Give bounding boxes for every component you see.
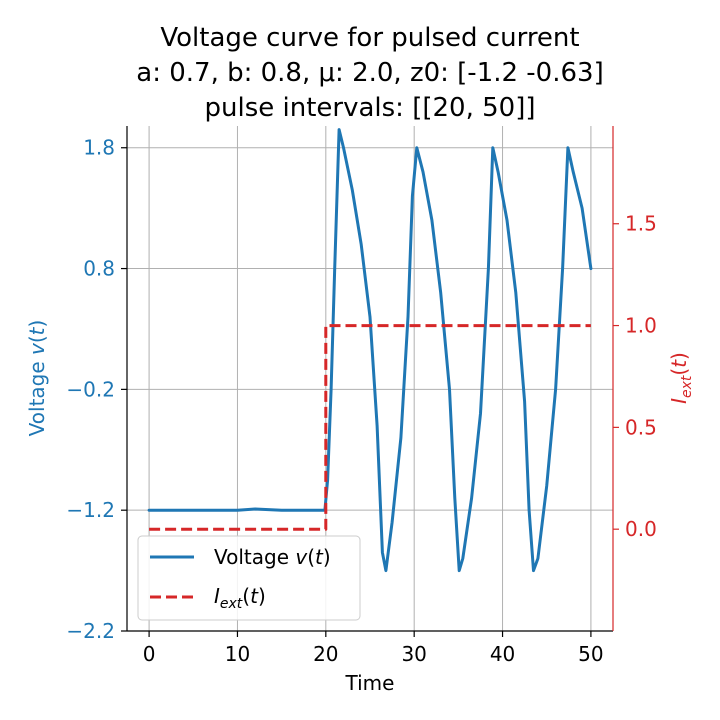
title-line-1: Voltage curve for pulsed current xyxy=(160,23,579,53)
x-tick-label: 10 xyxy=(225,642,250,666)
y-right-tick-label: 1.5 xyxy=(625,212,657,236)
y-axis-right-label: Iext(t) xyxy=(667,352,695,404)
y-axis-left-label: Voltage v(t) xyxy=(25,320,49,437)
y-left-tick-label: −2.2 xyxy=(66,619,115,643)
ticks: 0 10 20 30 40 50 1.8 0.8 −0.2 −1.2 −2.2 1.5 1.0 0.5 0.… xyxy=(66,136,656,666)
y-right-tick-label: 0.0 xyxy=(625,517,657,541)
legend-current-label: Iext(t) xyxy=(214,584,266,612)
x-axis-label: Time xyxy=(345,671,395,695)
y-left-tick-label: 0.8 xyxy=(83,257,115,281)
axes xyxy=(126,126,614,632)
y-left-tick-label: −1.2 xyxy=(66,498,115,522)
y-left-tick-label: −0.2 xyxy=(66,377,115,401)
x-tick-label: 20 xyxy=(313,642,338,666)
title-line-3: pulse intervals: [[20, 50]] xyxy=(205,93,536,123)
series-layer xyxy=(147,128,593,573)
x-tick-label: 0 xyxy=(143,642,156,666)
y-right-tick-label: 0.5 xyxy=(625,415,657,439)
y-left-tick-label: 1.8 xyxy=(83,136,115,160)
x-tick-label: 50 xyxy=(578,642,603,666)
y-right-tick-label: 1.0 xyxy=(625,314,657,338)
series-line-current xyxy=(149,324,591,531)
series-line-voltage xyxy=(147,128,593,573)
title-line-2: a: 0.7, b: 0.8, μ: 2.0, z0: [-1.2 -0.63] xyxy=(136,58,603,88)
legend: Voltage v(t) Iext(t) xyxy=(137,535,361,621)
x-tick-label: 40 xyxy=(490,642,515,666)
legend-voltage-label: Voltage v(t) xyxy=(214,545,331,569)
x-tick-label: 30 xyxy=(401,642,426,666)
chart-title: Voltage curve for pulsed current a: 0.7,… xyxy=(136,23,603,123)
